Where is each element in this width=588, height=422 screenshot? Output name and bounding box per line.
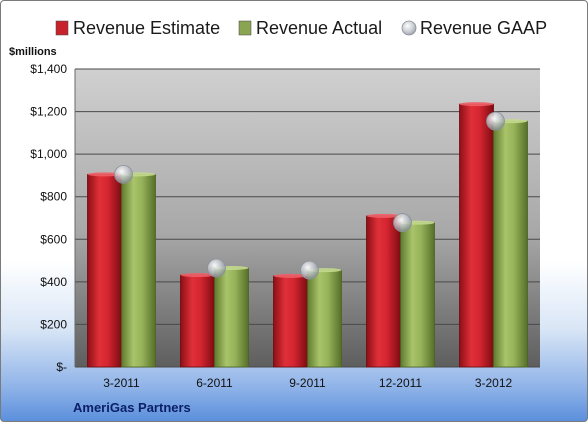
y-tick-label: $1,000 xyxy=(30,147,67,161)
bar-revenue-actual xyxy=(493,120,528,368)
bar-revenue-estimate xyxy=(87,173,122,368)
legend-swatch-revenue-estimate xyxy=(55,20,69,36)
bar-cap-estimate xyxy=(459,102,494,107)
bar-revenue-actual xyxy=(214,267,249,368)
legend-label-revenue-estimate: Revenue Estimate xyxy=(73,18,220,38)
x-tick-label: 6-2011 xyxy=(196,376,233,390)
marker-revenue-gaap xyxy=(114,164,133,184)
x-tick-label: 9-2011 xyxy=(289,376,326,390)
marker-revenue-gaap xyxy=(486,111,505,131)
marker-revenue-gaap xyxy=(300,260,319,280)
bar-cap-estimate xyxy=(180,273,215,278)
marker-revenue-gaap xyxy=(393,213,412,233)
y-tick-label: $1,400 xyxy=(30,62,67,76)
bar-revenue-actual xyxy=(121,173,156,368)
bar-revenue-estimate xyxy=(273,275,308,368)
bar-revenue-actual xyxy=(400,222,435,368)
bar-revenue-estimate xyxy=(459,103,494,368)
legend-swatch-revenue-gaap xyxy=(401,20,417,36)
y-tick-label: $- xyxy=(56,360,67,374)
legend-swatch-revenue-actual xyxy=(238,20,252,36)
x-tick-label: 3-2012 xyxy=(475,376,513,390)
y-tick-label: $200 xyxy=(40,317,67,331)
y-tick-label: $1,200 xyxy=(30,105,67,119)
bar-cap-estimate xyxy=(366,213,401,218)
y-tick-label: $600 xyxy=(40,232,67,246)
y-axis-unit-label: $millions xyxy=(9,46,57,58)
marker-revenue-gaap xyxy=(207,258,226,278)
bar-revenue-actual xyxy=(307,269,342,368)
bar-cap-estimate xyxy=(273,273,308,278)
legend-label-revenue-actual: Revenue Actual xyxy=(256,18,382,38)
y-tick-label: $400 xyxy=(40,275,67,289)
company-name: AmeriGas Partners xyxy=(73,400,191,415)
bar-revenue-estimate xyxy=(180,274,215,368)
x-tick-label: 12-2011 xyxy=(379,376,422,390)
y-tick-label: $800 xyxy=(40,190,67,204)
legend-label-revenue-gaap: Revenue GAAP xyxy=(420,18,547,38)
bar-revenue-estimate xyxy=(366,215,401,368)
x-tick-label: 3-2011 xyxy=(103,376,140,390)
bar-cap-estimate xyxy=(87,172,122,177)
